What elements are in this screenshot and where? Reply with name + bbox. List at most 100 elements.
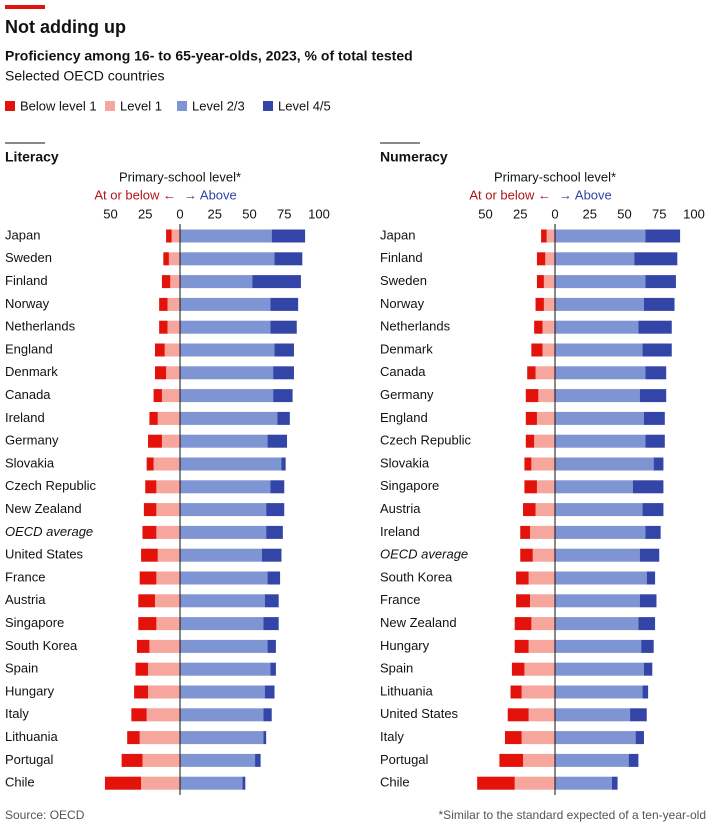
y-tick-label: Singapore (5, 615, 64, 630)
bar-segment (270, 480, 285, 494)
y-tick-label: New Zealand (5, 501, 82, 516)
bar-segment (262, 548, 282, 562)
y-tick-label: Canada (5, 387, 51, 402)
bar-segment (524, 457, 532, 471)
bar-segment (164, 343, 180, 357)
legend-label: Below level 1 (20, 98, 97, 113)
x-tick-label: 0 (176, 206, 183, 221)
bar-segment (555, 617, 639, 631)
bar-segment (514, 617, 532, 631)
bar-segment (156, 503, 180, 517)
bar-segment (645, 229, 681, 243)
bar-segment (145, 480, 157, 494)
y-tick-label: Germany (5, 433, 59, 448)
bar-segment (555, 525, 646, 539)
y-tick-label: Slovakia (380, 455, 430, 470)
bar-segment (180, 343, 275, 357)
y-tick-label: United States (5, 547, 84, 562)
bar-segment (542, 320, 555, 334)
bar-segment (255, 753, 261, 767)
bar-segment (642, 685, 649, 699)
bar-segment (180, 594, 265, 608)
bar-segment (536, 252, 546, 266)
bar-segment (180, 776, 243, 790)
bar-segment (499, 753, 524, 767)
bar-segment (180, 252, 275, 266)
bar-segment (555, 685, 643, 699)
bar-segment (555, 708, 631, 722)
bar-segment (277, 411, 290, 425)
bar-segment (555, 320, 639, 334)
bar-segment (180, 389, 274, 403)
bar-segment (167, 320, 180, 334)
bar-segment (535, 366, 555, 380)
bar-segment (146, 708, 180, 722)
bar-segment (180, 525, 267, 539)
bar-segment (180, 639, 268, 653)
bar-segment (148, 662, 180, 676)
bar-segment (263, 708, 272, 722)
bar-segment (161, 275, 171, 289)
bar-segment (555, 275, 646, 289)
bar-segment (163, 252, 169, 266)
bar-segment (267, 639, 276, 653)
x-tick-label: 75 (652, 206, 666, 221)
y-tick-label: England (5, 341, 53, 356)
bar-segment (180, 731, 264, 745)
annotation-right: → Above (559, 187, 612, 202)
bar-segment (180, 571, 268, 585)
bar-segment (534, 320, 543, 334)
bar-segment (643, 411, 665, 425)
bar-segment (536, 480, 555, 494)
bar-segment (127, 731, 140, 745)
bar-segment (555, 639, 642, 653)
bar-segment (264, 685, 275, 699)
bar-segment (507, 708, 529, 722)
bar-segment (638, 320, 672, 334)
legend-swatch (263, 101, 273, 111)
bar-segment (521, 731, 555, 745)
y-tick-label: Lithuania (380, 683, 434, 698)
bar-segment (141, 548, 158, 562)
y-tick-label: Norway (380, 296, 425, 311)
bar-segment (527, 366, 536, 380)
y-tick-label: Spain (5, 661, 38, 676)
source: Source: OECD (5, 808, 85, 822)
bar-segment (142, 753, 180, 767)
bar-segment (267, 571, 281, 585)
bar-segment (159, 297, 168, 311)
y-tick-label: England (380, 410, 428, 425)
bar-segment (180, 480, 271, 494)
bar-segment (180, 366, 274, 380)
bar-segment (630, 708, 647, 722)
bar-segment (180, 685, 265, 699)
bar-segment (555, 389, 640, 403)
bar-segment (180, 297, 271, 311)
y-tick-label: Czech Republic (380, 433, 472, 448)
bar-segment (138, 594, 155, 608)
y-tick-label: Austria (380, 501, 421, 516)
y-tick-label: Hungary (380, 638, 430, 653)
bar-segment (536, 275, 544, 289)
bar-segment (180, 229, 272, 243)
bar-segment (645, 275, 676, 289)
y-tick-label: Sweden (5, 250, 52, 265)
bar-segment (168, 252, 180, 266)
legend-swatch (105, 101, 115, 111)
bar-segment (523, 753, 555, 767)
bar-segment (166, 229, 172, 243)
bar-segment (104, 776, 142, 790)
x-tick-label: 50 (103, 206, 117, 221)
y-tick-label: Norway (5, 296, 50, 311)
bar-segment (242, 776, 246, 790)
subtitle: Selected OECD countries (5, 68, 165, 84)
bar-segment (131, 708, 147, 722)
bar-segment (524, 662, 555, 676)
y-tick-label: Chile (5, 775, 35, 790)
bar-segment (180, 457, 282, 471)
bar-segment (180, 320, 271, 334)
bar-segment (555, 662, 644, 676)
bar-segment (170, 275, 180, 289)
bar-segment (156, 571, 180, 585)
